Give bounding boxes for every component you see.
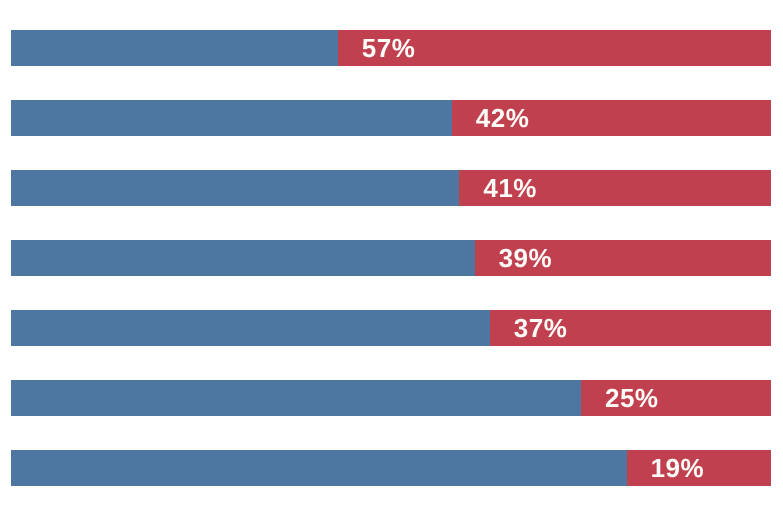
bar-segment-red: 37% xyxy=(489,310,771,346)
bar-segment-blue xyxy=(11,170,460,206)
bar-segment-red: 41% xyxy=(459,170,771,206)
bar-segment-red: 42% xyxy=(451,100,771,136)
bar-segment-blue xyxy=(11,380,581,416)
bar-percentage-label: 42% xyxy=(475,103,530,133)
bar-segment-red: 19% xyxy=(626,450,771,486)
bar-segment-blue xyxy=(11,310,490,346)
bar-row: 25% xyxy=(11,380,771,416)
bar-segment-blue xyxy=(11,240,475,276)
bar-segment-blue xyxy=(11,450,627,486)
bar-segment-red: 39% xyxy=(474,240,771,276)
bar-percentage-label: 25% xyxy=(605,383,659,413)
bar-percentage-label: 57% xyxy=(361,33,416,63)
bar-percentage-label: 19% xyxy=(650,453,705,483)
bar-row: 41% xyxy=(11,170,771,206)
bar-percentage-label: 41% xyxy=(483,173,537,203)
bar-percentage-label: 39% xyxy=(498,243,553,273)
bar-percentage-label: 37% xyxy=(513,313,568,343)
bar-row: 42% xyxy=(11,100,771,136)
bar-segment-red: 25% xyxy=(581,380,771,416)
bar-segment-blue xyxy=(11,30,338,66)
bar-row: 57% xyxy=(11,30,771,66)
bar-segment-blue xyxy=(11,100,452,136)
bar-row: 39% xyxy=(11,240,771,276)
bar-row: 19% xyxy=(11,450,771,486)
bar-row: 37% xyxy=(11,310,771,346)
stacked-bar-chart: 57% 42% 41% 39% 37% 25% 19% xyxy=(11,30,771,486)
bar-segment-red: 57% xyxy=(337,30,771,66)
